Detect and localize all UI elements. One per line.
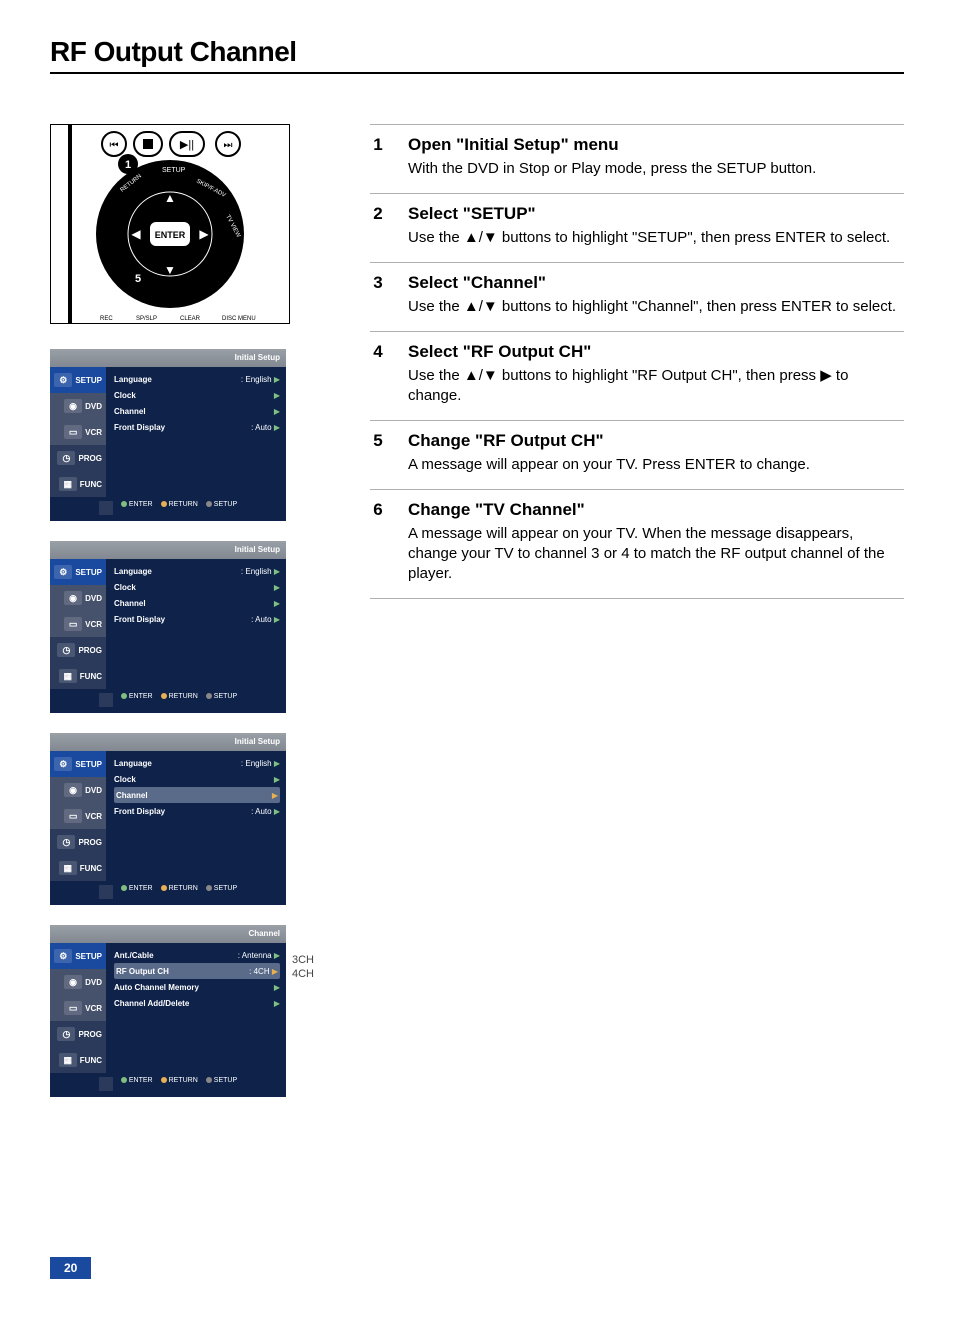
menu-row: Language: English ▶ [114, 371, 280, 387]
menu-screenshot-1: Initial Setup ⚙SETUP ◉DVD ▭VCR ◷PROG ▦FU… [50, 349, 286, 521]
tab-dvd: ◉DVD [50, 393, 106, 419]
menu1-tabs: ⚙SETUP ◉DVD ▭VCR ◷PROG ▦FUNC [50, 367, 106, 497]
clear-label: CLEAR [180, 316, 201, 322]
menu-row: Clock▶ [114, 387, 280, 403]
menu-row-highlighted: Channel▶ [114, 787, 280, 803]
remote-illustration: ⏮ ▶|| ⏭ ENTER ▲ ▼ ◀ ▶ RETURN [50, 124, 320, 329]
step-number: 1 [370, 135, 386, 179]
step-6: 6 Change "TV Channel" A message will app… [370, 489, 904, 599]
step-title: Open "Initial Setup" menu [408, 135, 904, 155]
menu-row-highlighted: RF Output CH: 4CH ▶ [114, 963, 280, 979]
up-arrow-icon: ▲ [164, 191, 176, 205]
page-footer: 20 [50, 1257, 904, 1279]
page-number: 20 [50, 1257, 91, 1279]
grid-icon: ▦ [59, 477, 77, 491]
menu4-header: Channel [248, 929, 280, 938]
tab-func: ▦FUNC [50, 471, 106, 497]
forward-icon: ⏭ [224, 140, 233, 151]
menu-screenshot-2: Initial Setup ⚙SETUP ◉DVD ▭VCR ◷PROG ▦FU… [50, 541, 286, 713]
callout-1: 1 [125, 159, 131, 171]
right-arrow-icon: ▶ [199, 227, 209, 241]
step-4: 4 Select "RF Output CH" Use the ▲/▼ butt… [370, 331, 904, 420]
menu3-header: Initial Setup [235, 737, 280, 746]
tab-vcr: ▭VCR [50, 419, 106, 445]
step-5: 5 Change "RF Output CH" A message will a… [370, 420, 904, 489]
menu1-items: Language: English ▶ Clock▶ Channel▶ Fron… [106, 367, 286, 497]
step-3: 3 Select "Channel" Use the ▲/▼ buttons t… [370, 262, 904, 331]
move-icon [99, 501, 113, 515]
steps-list: 1 Open "Initial Setup" menu With the DVD… [370, 124, 904, 599]
clock-icon: ◷ [57, 451, 75, 465]
setup-label: SETUP [162, 167, 186, 174]
left-column: ⏮ ▶|| ⏭ ENTER ▲ ▼ ◀ ▶ RETURN [50, 124, 320, 1117]
menu-screenshot-4: Channel ⚙SETUP ◉DVD ▭VCR ◷PROG ▦FUNC Ant… [50, 925, 286, 1097]
callout-5: 5 [135, 273, 141, 285]
tape-icon: ▭ [64, 425, 82, 439]
rewind-icon: ⏮ [110, 140, 119, 151]
menu2-tabs: ⚙SETUP ◉DVD ▭VCR ◷PROG ▦FUNC [50, 559, 106, 689]
gear-icon: ⚙ [54, 373, 72, 387]
step-1: 1 Open "Initial Setup" menu With the DVD… [370, 124, 904, 193]
menu2-header: Initial Setup [235, 545, 280, 554]
enter-button-label: ENTER [155, 230, 186, 240]
menu1-footer: ENTER RETURN SETUP [50, 497, 286, 521]
step-2: 2 Select "SETUP" Use the ▲/▼ buttons to … [370, 193, 904, 262]
play-pause-icon: ▶|| [180, 139, 194, 151]
tab-setup: ⚙SETUP [50, 367, 106, 393]
title-underline [50, 72, 904, 74]
tab-prog: ◷PROG [50, 445, 106, 471]
page-title: RF Output Channel [50, 36, 904, 68]
stop-icon [143, 139, 153, 149]
left-arrow-icon: ◀ [131, 227, 141, 241]
content-layout: ⏮ ▶|| ⏭ ENTER ▲ ▼ ◀ ▶ RETURN [50, 124, 904, 1117]
menu-screenshot-3: Initial Setup ⚙SETUP ◉DVD ▭VCR ◷PROG ▦FU… [50, 733, 286, 905]
rec-label: REC [100, 316, 113, 322]
menu-row: Channel▶ [114, 403, 280, 419]
disc-icon: ◉ [64, 399, 82, 413]
menu1-header: Initial Setup [235, 353, 280, 362]
discmenu-label: DISC MENU [222, 316, 256, 322]
spslp-label: SP/SLP [136, 316, 157, 322]
down-arrow-icon: ▼ [164, 263, 176, 277]
step-body: With the DVD in Stop or Play mode, press… [408, 159, 904, 179]
ch-option-labels: 3CH 4CH [292, 953, 314, 981]
menu-row: Front Display: Auto ▶ [114, 419, 280, 435]
